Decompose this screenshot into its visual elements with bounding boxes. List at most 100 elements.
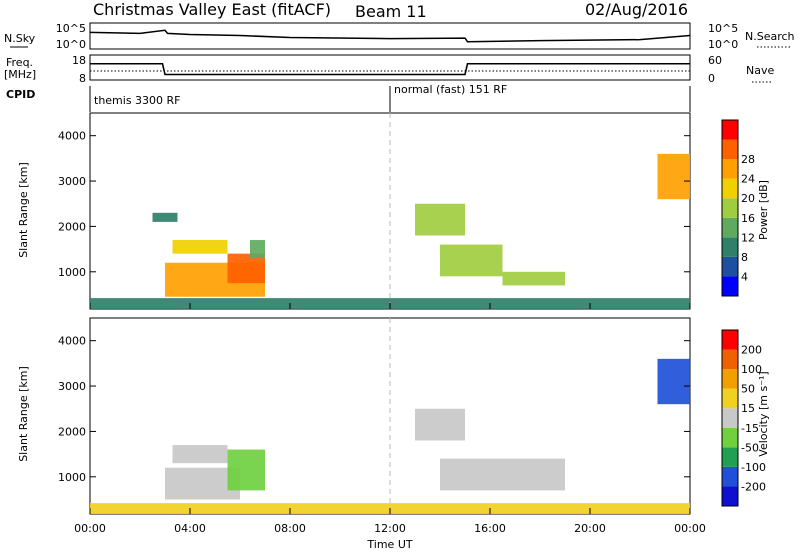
power-cbar-swatch-6 xyxy=(722,159,738,179)
power-cbar-swatch-4 xyxy=(722,198,738,218)
x-axis-label: Time UT xyxy=(366,538,412,551)
cpid-panel: CPID themis 3300 RF normal (fast) 151 RF xyxy=(6,83,691,112)
power-cbar-swatch-1 xyxy=(722,256,738,277)
vel-regions-cell-3 xyxy=(172,445,228,464)
nave-label: Nave xyxy=(746,64,774,77)
velocity-panel: Slant Range [km] 1000 2000 3000 4000 200 100… xyxy=(17,317,770,515)
velocity-colorbar-tick-1: 100 xyxy=(741,363,762,376)
x-tick-label-2: 08:00 xyxy=(274,522,306,535)
nave-tick-top: 60 xyxy=(708,54,722,67)
vel-cbar-swatch-4 xyxy=(722,408,738,428)
vel-yticks-label-3: 4000 xyxy=(58,335,86,348)
power-yticks-label-0: 1000 xyxy=(58,266,86,279)
vel-cbar-swatch-7 xyxy=(722,349,738,370)
power-yticks-label-3: 4000 xyxy=(58,130,86,143)
cpid-label: CPID xyxy=(6,88,35,101)
vel-cbar-swatch-2 xyxy=(722,447,738,467)
power-regions-cell-4 xyxy=(250,240,265,259)
power-cbar-swatch-0 xyxy=(722,276,738,296)
vel-yticks-label-0: 1000 xyxy=(58,471,86,484)
nsearch-label: N.Search xyxy=(745,30,795,43)
power-regions-cell-8 xyxy=(502,271,565,286)
nsky-frame xyxy=(89,22,691,50)
vel-regions-cell-6 xyxy=(657,358,690,405)
vel-cbar-swatch-5 xyxy=(722,388,738,409)
nsky-series-line xyxy=(89,29,691,43)
vel-cbar-swatch-0 xyxy=(722,486,738,506)
freq-label: Freq. xyxy=(6,56,33,69)
power-regions-cell-2 xyxy=(227,253,265,284)
freq-frame xyxy=(89,54,691,81)
power-yticks-label-2: 3000 xyxy=(58,175,86,188)
power-colorbar: 4 8 12 16 20 24 28 xyxy=(721,119,755,297)
nsky-tick-bottom: 10^0 xyxy=(56,38,86,51)
power-colorbar-tick-3: 16 xyxy=(741,212,755,225)
freq-unit-label: [MHz] xyxy=(4,68,36,81)
velocity-colorbar-tick-0: 200 xyxy=(741,344,762,357)
power-colorbar-label: Power [dB] xyxy=(757,180,770,240)
velocity-colorbar-tick-3: 15 xyxy=(741,402,755,415)
nsky-label: N.Sky xyxy=(4,32,36,45)
cpid-segment-2: normal (fast) 151 RF xyxy=(394,83,507,96)
vel-regions-cell-2 xyxy=(227,449,265,491)
power-regions-cell-7 xyxy=(440,244,503,277)
nsky-tick-top: 10^5 xyxy=(56,22,86,35)
power-colorbar-tick-6: 28 xyxy=(741,153,755,166)
power-regions-cell-5 xyxy=(152,212,178,222)
plot-title: Christmas Valley East (fitACF) xyxy=(93,0,331,19)
nsearch-tick-bottom: 10^0 xyxy=(708,38,738,51)
velocity-colorbar-tick-5: -50 xyxy=(741,441,759,454)
beam-label: Beam 11 xyxy=(355,2,427,21)
nsearch-tick-top: 10^5 xyxy=(708,22,738,35)
x-tick-label-0: 00:00 xyxy=(74,522,106,535)
power-regions-cell-9 xyxy=(657,153,690,200)
power-y-ticks: 1000 2000 3000 4000 xyxy=(58,130,690,279)
freq-series-line xyxy=(90,62,690,76)
power-yticks-label-1: 2000 xyxy=(58,220,86,233)
vel-yticks-label-1: 2000 xyxy=(58,425,86,438)
vel-yticks-label-2: 3000 xyxy=(58,380,86,393)
vel-regions-cell-4 xyxy=(415,408,465,441)
power-colorbar-tick-1: 8 xyxy=(741,251,748,264)
x-tick-label-4: 16:00 xyxy=(474,522,506,535)
nave-tick-bottom: 0 xyxy=(708,72,715,85)
velocity-colorbar-label: Velocity [m s⁻¹] xyxy=(757,371,770,456)
date-label: 02/Aug/2016 xyxy=(585,0,688,19)
power-panel: Slant Range [km] 1000 2000 3000 4000 4 8 12 16… xyxy=(17,112,770,310)
cpid-segment-1: themis 3300 RF xyxy=(94,94,181,107)
x-axis-ticks: 00:00 04:00 08:00 12:00 16:00 20:00 00:00 xyxy=(74,303,706,535)
freq-panel: Freq. [MHz] 18 8 60 0 Nave xyxy=(4,54,774,85)
power-cbar-swatch-2 xyxy=(722,237,738,257)
power-colorbar-tick-4: 20 xyxy=(741,192,755,205)
vel-cbar-frame xyxy=(721,329,739,507)
freq-tick-bottom: 8 xyxy=(79,72,86,85)
velocity-colorbar-tick-2: 50 xyxy=(741,383,755,396)
vel-cbar-swatch-8 xyxy=(722,330,738,350)
velocity-colorbar-tick-6: -100 xyxy=(741,461,766,474)
power-cbar-swatch-3 xyxy=(722,217,738,238)
freq-tick-top: 18 xyxy=(72,54,86,67)
velocity-colorbar-tick-7: -200 xyxy=(741,480,766,493)
power-colorbar-tick-5: 24 xyxy=(741,173,755,186)
x-tick-label-6: 00:00 xyxy=(674,522,706,535)
velocity-colorbar: 200 100 50 15 -15 -50 -100 -200 xyxy=(721,329,766,507)
velocity-y-ticks: 1000 2000 3000 4000 xyxy=(58,335,690,484)
power-cbar-swatch-7 xyxy=(722,139,738,160)
velocity-ylabel: Slant Range [km] xyxy=(17,366,30,462)
vel-cbar-swatch-6 xyxy=(722,369,738,389)
velocity-colorbar-tick-4: -15 xyxy=(741,422,759,435)
vel-cbar-swatch-3 xyxy=(722,427,738,448)
vel-cbar-swatch-1 xyxy=(722,466,738,487)
x-tick-label-5: 20:00 xyxy=(574,522,606,535)
power-regions-cell-6 xyxy=(415,203,465,236)
power-colorbar-tick-2: 12 xyxy=(741,231,755,244)
vel-regions-cell-5 xyxy=(440,458,565,491)
x-tick-label-1: 04:00 xyxy=(174,522,206,535)
power-ylabel: Slant Range [km] xyxy=(17,162,30,258)
nsky-panel: N.Sky 10^5 10^0 10^5 10^0 N.Search xyxy=(4,22,795,51)
power-cbar-frame xyxy=(721,119,739,297)
power-cbar-swatch-8 xyxy=(722,120,738,140)
power-cbar-swatch-5 xyxy=(722,178,738,199)
x-tick-label-3: 12:00 xyxy=(374,522,406,535)
